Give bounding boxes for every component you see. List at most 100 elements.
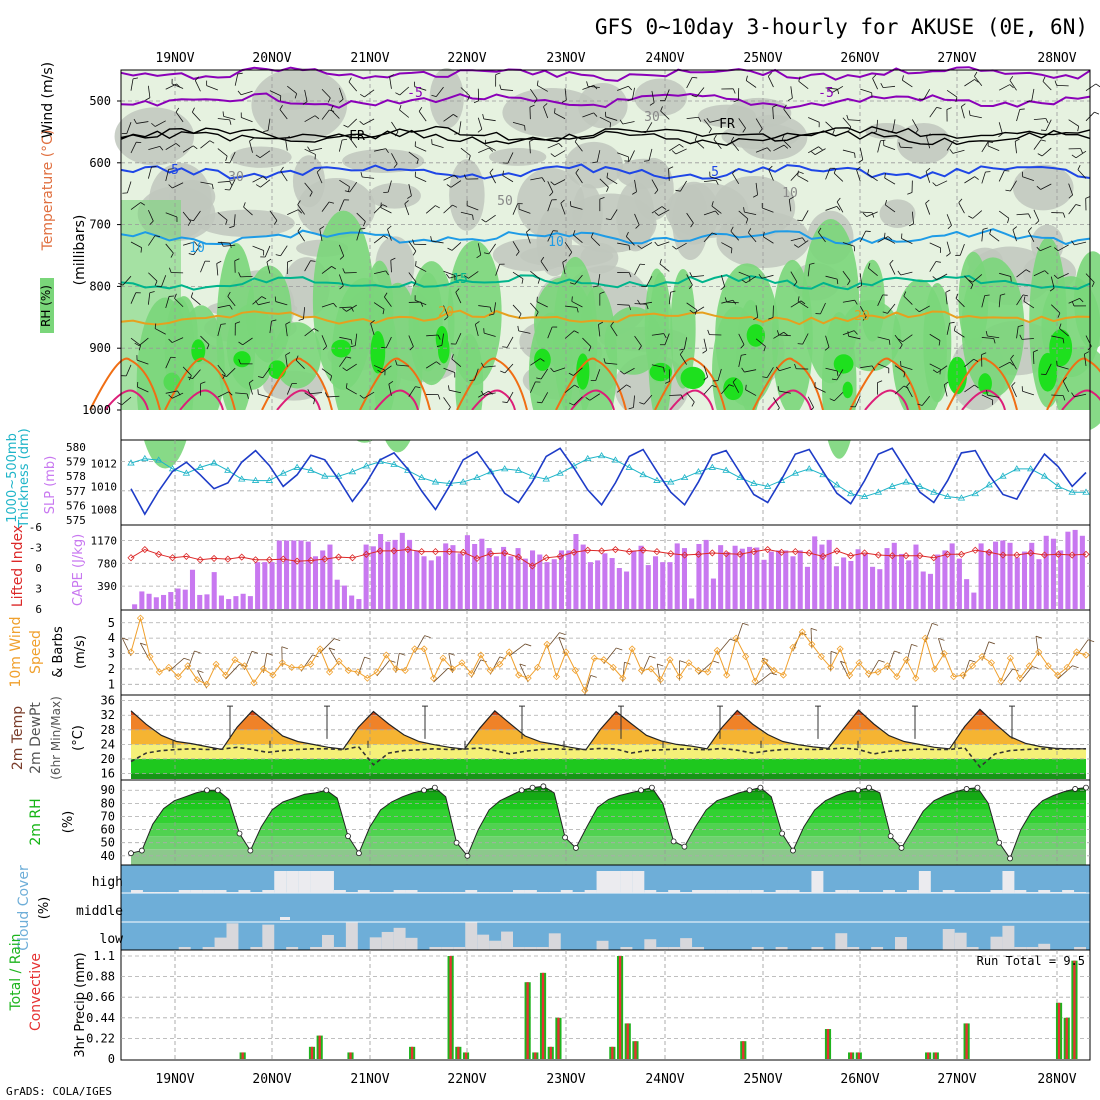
wind-barb [797,300,809,309]
wind-barb [540,261,549,272]
wind-speed-point [165,663,173,671]
wind-barb [842,270,851,282]
wind-barb [649,655,656,659]
wind-barb [899,344,903,350]
wind-barb [606,172,609,178]
wind-barb [711,385,717,388]
precip-convective-bar [611,1046,614,1059]
cloud-high-bar [1014,890,1027,893]
wind-barb [670,290,676,293]
cloud-high-bar [1062,890,1075,893]
wind-barb [1077,164,1081,170]
rh-point [204,787,210,794]
wind-tick-label: 3 [108,647,115,661]
wind-barb [626,236,635,246]
cloud-low-bar [644,939,657,950]
wind-barb [541,392,549,404]
wind-barb [530,302,539,313]
thickness-point [860,492,869,500]
temperature-contour [359,357,431,411]
cloud-low-bar [405,937,418,950]
wind-barb [1059,323,1062,329]
thickness-point [154,456,163,463]
cape-bar [1036,559,1042,609]
cloud-low-bar [942,929,955,950]
cloud-high-bar [978,892,991,893]
wind-barb [825,87,838,90]
cloud-high-bar [405,890,418,893]
wind-barb [970,284,974,290]
thickness-point [1054,482,1063,489]
wind-barb [560,199,565,204]
date-label-bottom: 26NOV [840,1072,879,1087]
cape-bar [862,553,868,609]
cloud-high-bar [131,890,143,893]
wind-barb [676,242,687,250]
wind-barb [707,329,710,335]
cape-bar [877,569,883,609]
lifted-index-point [1013,551,1021,559]
wind-barb [945,292,948,305]
cloud-high-bar [847,890,860,893]
wind-barb [285,324,288,337]
wind-barb [533,98,538,104]
wind-speed-point [146,653,154,661]
rh-point [1072,786,1079,792]
cape-tick-label: 780 [97,557,117,570]
wind-barb [651,206,663,214]
cloud-high-bar [536,892,549,893]
wind-speed-point [325,668,334,676]
rh-gray-area [1012,164,1074,211]
wind-barb [703,365,709,378]
temp2m-axis-label: 2m Temp [10,706,26,770]
cape-bar [291,540,297,609]
wind-barb [787,97,793,101]
wind-barb [560,203,566,215]
wind-barb [824,346,830,351]
wind-barb [797,170,799,176]
wind-barb [363,221,366,227]
wind-barb [451,354,454,360]
wind-barb [713,139,722,150]
wind-barb [582,337,592,347]
wind-barb [331,266,337,270]
wind-barb [775,366,780,372]
wind-barb [425,205,436,214]
wind-barb [443,204,453,214]
wind-barb [797,219,803,222]
wind-barb [1079,298,1084,303]
thickness-point [639,470,647,478]
wind-speed-point [344,666,353,675]
wind-barb [929,333,941,341]
wind-barb [574,274,583,285]
wind-barb [285,138,288,151]
wind-barb [339,336,352,340]
wind-barb [986,390,988,396]
cape-bar [363,544,369,609]
cape-bar [732,545,738,609]
wind-barb [672,245,677,250]
wind-barb [360,172,363,178]
wind-barb [754,672,772,686]
wind-barb [768,165,773,170]
cape-bar [595,560,601,609]
cape-bar [913,544,919,609]
wind-barb [949,321,955,324]
wind-barb [802,237,806,243]
wind-barb [267,118,271,131]
cape-bar [725,552,731,609]
wind-barb [1010,180,1017,192]
wind-barb [900,365,913,371]
wind-barb [836,197,841,203]
wind-barb [651,179,659,191]
cape-bar [1058,550,1064,609]
wind-barb [745,275,757,284]
wind-speed-point [174,673,182,681]
wind-barb [964,79,975,87]
wind-barb [564,384,575,393]
thickness-point [722,466,730,473]
wind-barb [946,107,952,110]
wind-barb [1021,338,1034,340]
thickness-point [404,466,412,473]
wind-speed-point [240,662,249,670]
